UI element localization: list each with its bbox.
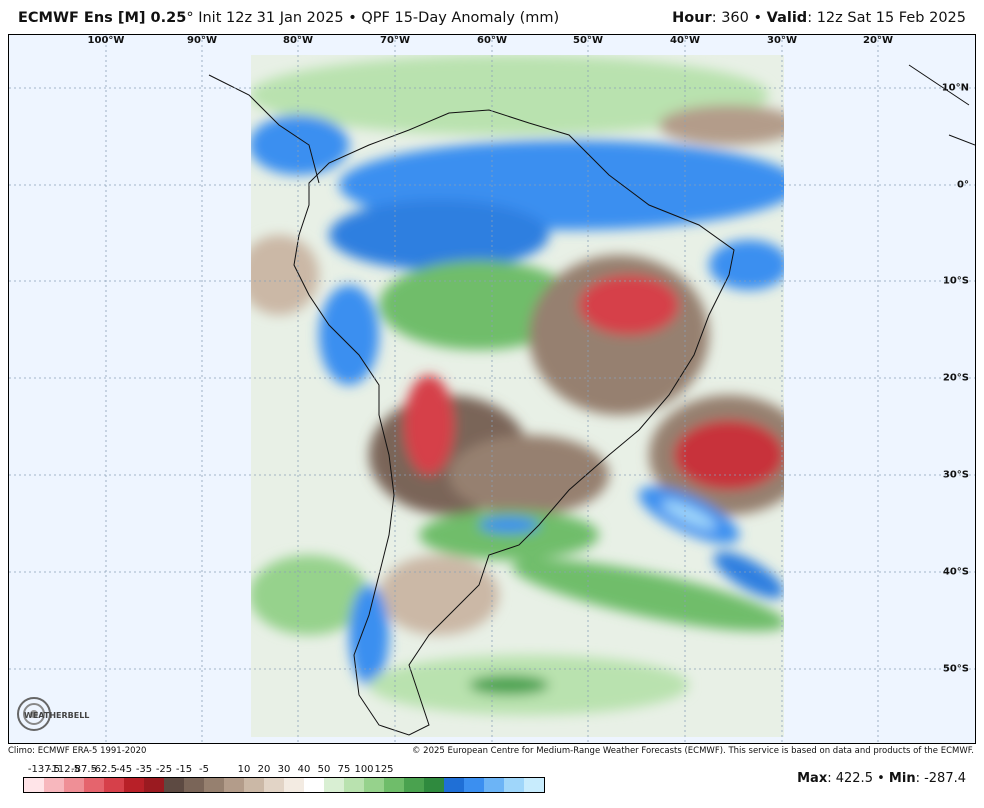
colorbar-label: -15 bbox=[175, 764, 193, 775]
colorbar-swatch bbox=[284, 778, 304, 792]
lon-label-30w: 30°W bbox=[767, 35, 797, 46]
colorbar-label: 125 bbox=[374, 764, 394, 775]
lat-label-0: 0° bbox=[957, 179, 969, 191]
lat-label-20s: 20°S bbox=[942, 372, 969, 384]
lon-label-20w: 20°W bbox=[863, 35, 893, 46]
map-title: ECMWF Ens [M] 0.25° Init 12z 31 Jan 2025… bbox=[18, 10, 559, 26]
colorbar-label: -62.5 bbox=[91, 764, 117, 775]
degree-sign: ° bbox=[186, 10, 194, 26]
valid-label: Valid bbox=[766, 10, 808, 26]
colorbar-swatch bbox=[124, 778, 144, 792]
colorbar-swatch bbox=[64, 778, 84, 792]
model-name: ECMWF Ens [M] 0.25 bbox=[18, 10, 187, 26]
climo-note: Climo: ECMWF ERA-5 1991-2020 bbox=[8, 746, 147, 756]
colorbar bbox=[23, 777, 545, 793]
hour-label: Hour bbox=[672, 10, 712, 26]
lon-label-80w: 80°W bbox=[283, 35, 313, 46]
colorbar-label: 20 bbox=[257, 764, 271, 775]
colorbar-label: -137.5 bbox=[27, 764, 61, 775]
valid-value: : 12z Sat 15 Feb 2025 bbox=[807, 10, 966, 26]
colorbar-swatch bbox=[524, 778, 544, 792]
colorbar-label: 30 bbox=[277, 764, 291, 775]
max-label: Max bbox=[797, 771, 828, 786]
graticule bbox=[9, 35, 975, 743]
colorbar-swatch bbox=[504, 778, 524, 792]
precipitation-anomaly-map[interactable] bbox=[9, 35, 975, 743]
colorbar-swatch bbox=[24, 778, 44, 792]
lon-label-100w: 100°W bbox=[87, 35, 125, 46]
min-label: Min bbox=[888, 771, 916, 786]
lon-label-40w: 40°W bbox=[670, 35, 700, 46]
colorbar-swatch bbox=[184, 778, 204, 792]
colorbar-swatch bbox=[424, 778, 444, 792]
map-panel[interactable]: 100°W 90°W 80°W 70°W 60°W 50°W 40°W 30°W… bbox=[8, 34, 976, 744]
bullet-separator-2: • bbox=[753, 10, 763, 26]
colorbar-label: 40 bbox=[297, 764, 311, 775]
colorbar-label: -87.5 bbox=[71, 764, 97, 775]
colorbar-label: -25 bbox=[155, 764, 173, 775]
colorbar-swatch bbox=[204, 778, 224, 792]
lat-label-30s: 30°S bbox=[942, 469, 969, 481]
lat-label-10n: 10°N bbox=[941, 82, 969, 94]
lon-label-60w: 60°W bbox=[477, 35, 507, 46]
lat-label-50s: 50°S bbox=[942, 663, 969, 675]
colorbar-swatch bbox=[464, 778, 484, 792]
colorbar-swatch bbox=[264, 778, 284, 792]
south-america-outline bbox=[293, 109, 735, 736]
colorbar-swatch bbox=[444, 778, 464, 792]
colorbar-swatch bbox=[224, 778, 244, 792]
colorbar-label: -112.5 bbox=[47, 764, 81, 775]
lon-label-50w: 50°W bbox=[573, 35, 603, 46]
colorbar-swatch bbox=[484, 778, 504, 792]
colorbar-swatch bbox=[324, 778, 344, 792]
colorbar-label: 50 bbox=[317, 764, 331, 775]
colorbar-label: -35 bbox=[135, 764, 153, 775]
colorbar-label: -45 bbox=[115, 764, 133, 775]
init-time: Init 12z 31 Jan 2025 bbox=[198, 10, 344, 26]
product-name: QPF 15-Day Anomaly (mm) bbox=[361, 10, 560, 26]
max-min-stats: Max: 422.5 • Min: -287.4 bbox=[797, 771, 966, 786]
colorbar-swatch bbox=[84, 778, 104, 792]
colorbar-swatch bbox=[164, 778, 184, 792]
lat-label-40s: 40°S bbox=[942, 566, 969, 578]
max-value: : 422.5 bbox=[827, 771, 873, 786]
bullet-separator: • bbox=[348, 10, 357, 26]
valid-time-title: Hour: 360 • Valid: 12z Sat 15 Feb 2025 bbox=[672, 10, 966, 26]
africa-outline bbox=[908, 64, 975, 146]
colorbar-swatch bbox=[344, 778, 364, 792]
colorbar-swatch bbox=[244, 778, 264, 792]
colorbar-swatch bbox=[44, 778, 64, 792]
colorbar-label: 100 bbox=[354, 764, 374, 775]
anomaly-field bbox=[251, 55, 784, 737]
hour-value: : 360 bbox=[711, 10, 749, 26]
lat-label-10s: 10°S bbox=[942, 275, 969, 287]
colorbar-label: -5 bbox=[199, 764, 209, 775]
lon-label-70w: 70°W bbox=[380, 35, 410, 46]
colorbar-swatch bbox=[384, 778, 404, 792]
weatherbell-logo: WEATHERBELL bbox=[17, 697, 89, 731]
colorbar-label: 10 bbox=[237, 764, 251, 775]
min-value: : -287.4 bbox=[915, 771, 966, 786]
lon-label-90w: 90°W bbox=[187, 35, 217, 46]
colorbar-swatch bbox=[144, 778, 164, 792]
copyright-note: © 2025 European Centre for Medium-Range … bbox=[411, 746, 974, 756]
bullet-separator-3: • bbox=[877, 771, 885, 786]
svg-text:WEATHERBELL: WEATHERBELL bbox=[24, 711, 89, 720]
colorbar-swatch bbox=[364, 778, 384, 792]
colorbar-swatch bbox=[404, 778, 424, 792]
colorbar-label: 75 bbox=[337, 764, 351, 775]
colorbar-swatch bbox=[304, 778, 324, 792]
colorbar-swatch bbox=[104, 778, 124, 792]
